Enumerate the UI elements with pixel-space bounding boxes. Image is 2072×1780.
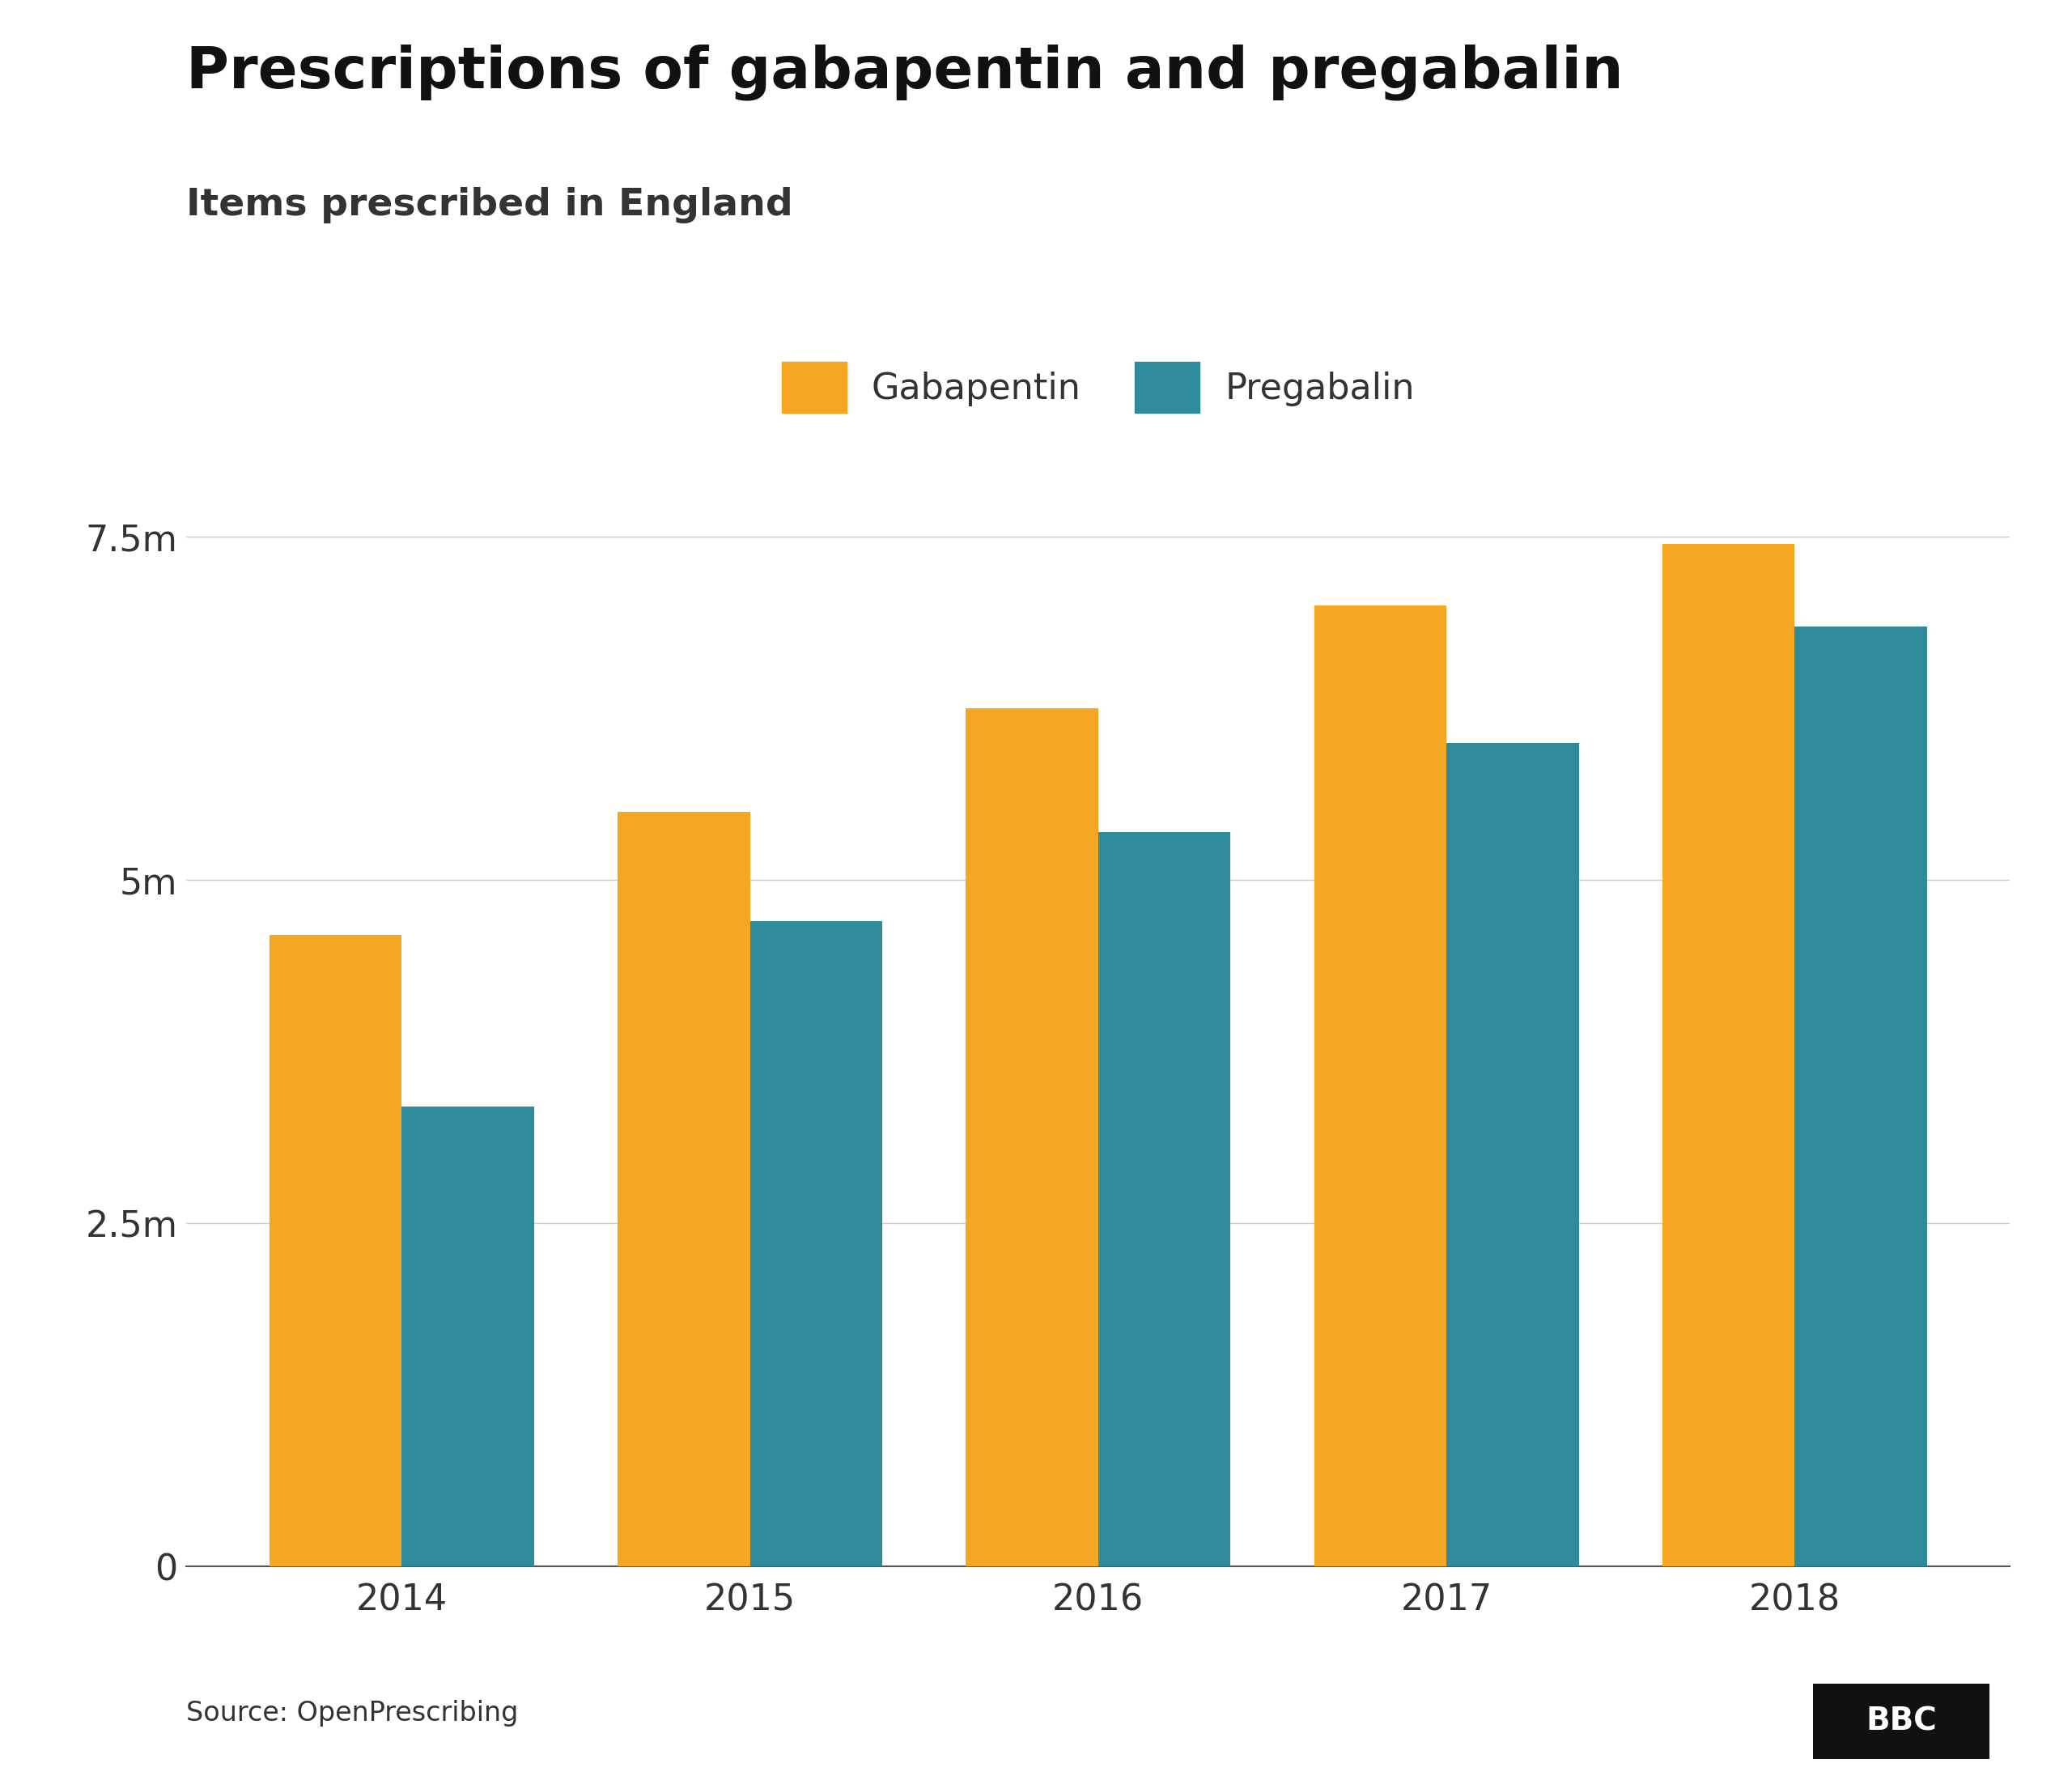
Bar [966,708,1098,1566]
Bar [1794,627,1927,1566]
Bar [1314,605,1446,1566]
Bar [1446,742,1579,1566]
Bar [269,934,402,1566]
Bar [402,1107,535,1566]
Text: Items prescribed in England: Items prescribed in England [186,187,794,222]
Bar [750,922,883,1566]
Text: Prescriptions of gabapentin and pregabalin: Prescriptions of gabapentin and pregabal… [186,44,1624,101]
Bar [1098,831,1231,1566]
Legend: Gabapentin, Pregabalin: Gabapentin, Pregabalin [767,347,1430,427]
Text: BBC: BBC [1865,1705,1937,1737]
Bar [617,812,750,1566]
Bar [1662,545,1794,1566]
Text: Source: OpenPrescribing: Source: OpenPrescribing [186,1700,518,1727]
